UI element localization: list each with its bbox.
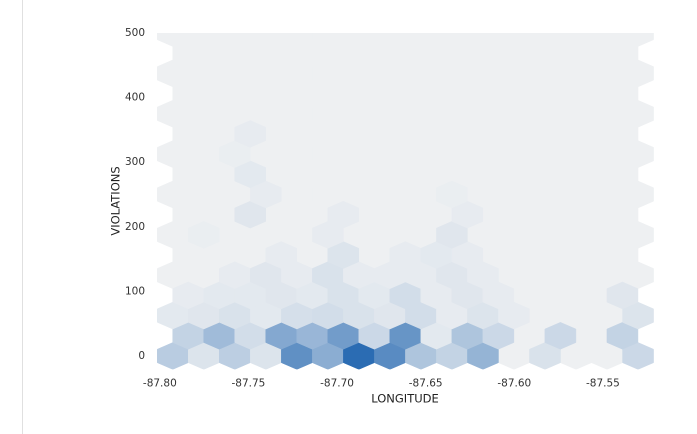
y-tick-label: 0 [138,350,145,362]
y-tick-label: 400 [125,92,145,104]
hex-cell [234,120,266,148]
x-axis-label: LONGITUDE [371,392,439,406]
x-tick-label: -87.80 [143,377,177,389]
y-tick-label: 500 [125,27,145,39]
hex-empty [606,79,639,108]
x-tick-label: -87.60 [497,377,531,389]
hex-empty [606,160,639,189]
x-tick-label: -87.55 [586,377,620,389]
x-tick-label: -87.75 [232,377,266,389]
y-tick-label: 300 [125,156,145,168]
y-axis-label: VIOLATIONS [109,166,123,235]
x-tick-label: -87.65 [409,377,443,389]
hex-empty [606,39,639,67]
hex-cell [327,200,360,229]
hex-cell [188,221,220,249]
y-tick-label: 200 [125,221,145,233]
hex-cell [606,281,639,310]
hex-cell [544,322,577,350]
plot-area [157,33,654,370]
hex-empty [606,241,639,269]
hex-cell [436,180,468,209]
y-tick-label: 100 [125,285,145,297]
hex-empty [606,120,639,148]
hex-empty [606,200,639,229]
x-tick-label: -87.70 [320,377,354,389]
hex-cell [265,241,298,269]
